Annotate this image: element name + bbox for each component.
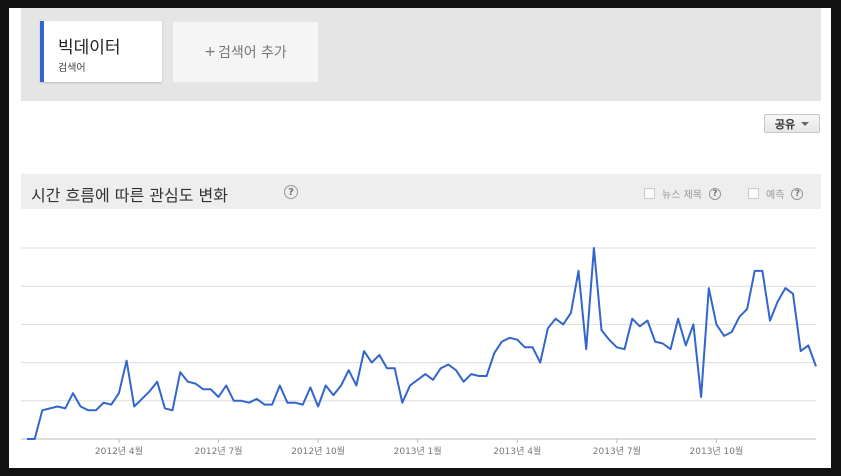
x-tick-label: 2013년 7월 [593, 445, 641, 457]
section-title: 시간 흐름에 따른 관심도 변화 [31, 186, 228, 205]
trends-panel: 빅데이터 검색어 + 검색어 추가 공유 시간 흐름에 따른 관심도 변화 ? … [9, 8, 831, 468]
x-tick-label: 2013년 10월 [690, 445, 744, 457]
share-button[interactable]: 공유 [764, 114, 820, 133]
forecast-checkbox[interactable] [748, 188, 759, 199]
add-search-term-button[interactable]: + 검색어 추가 [173, 22, 318, 82]
share-button-label: 공유 [774, 117, 796, 131]
x-tick-label: 2012년 10월 [291, 445, 345, 457]
search-term-card[interactable]: 빅데이터 검색어 [40, 21, 162, 82]
x-tick-label: 2013년 4월 [493, 445, 541, 457]
news-headlines-checkbox[interactable] [644, 188, 655, 199]
forecast-label: 예측 [766, 190, 785, 201]
forecast-option[interactable]: 예측 ? [748, 186, 804, 201]
search-term-label: 빅데이터 [58, 38, 121, 58]
news-headlines-option[interactable]: 뉴스 제목 ? [644, 186, 721, 201]
x-tick-label: 2012년 4월 [95, 445, 143, 457]
add-search-term-label: 검색어 추가 [217, 45, 287, 61]
series-line [27, 247, 817, 440]
interest-over-time-header: 시간 흐름에 따른 관심도 변화 ? 뉴스 제목 ? 예측 ? [21, 174, 821, 209]
help-icon[interactable]: ? [708, 187, 721, 200]
x-tick-label: 2013년 1월 [394, 445, 442, 457]
interest-line-chart: 2012년 4월 2012년 7월 2012년 10월 2013년 1월 2013년 4… [21, 247, 817, 457]
plus-icon: + [204, 44, 216, 60]
help-icon[interactable]: ? [791, 187, 804, 200]
caret-down-icon [801, 121, 810, 126]
search-term-type: 검색어 [58, 63, 86, 74]
help-icon[interactable]: ? [284, 185, 298, 199]
news-headlines-label: 뉴스 제목 [662, 190, 702, 201]
x-tick-label: 2012년 7월 [194, 445, 242, 457]
